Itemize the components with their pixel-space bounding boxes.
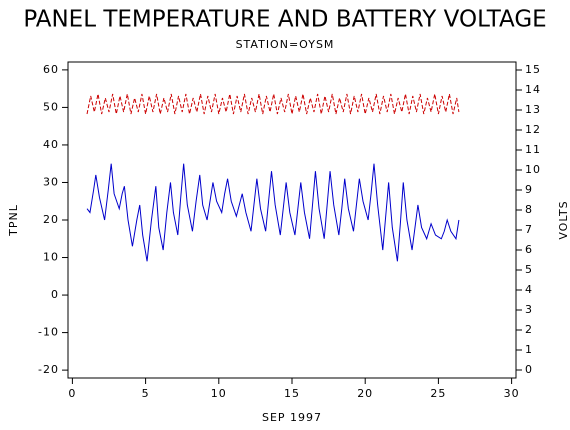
- x-tick-label: 5: [142, 387, 150, 400]
- y-axis-label: TPNL: [7, 204, 20, 237]
- y2-tick-label: 8: [525, 203, 533, 216]
- y2-tick-label: 9: [525, 183, 533, 196]
- chart-title: PANEL TEMPERATURE AND BATTERY VOLTAGE: [23, 7, 546, 33]
- y-tick-label: 30: [43, 175, 59, 188]
- chart-subtitle: STATION=OYSM: [236, 38, 335, 51]
- y2-tick-label: 7: [525, 223, 533, 236]
- y2-tick-label: 10: [525, 163, 541, 176]
- y-tick-label: -10: [38, 326, 59, 339]
- data-line: [86, 163, 460, 262]
- y2-tick-label: 11: [525, 143, 541, 156]
- y-tick-label: 10: [43, 251, 59, 264]
- x-tick-label: 25: [430, 387, 446, 400]
- y2-tick-label: 3: [525, 303, 533, 316]
- y-tick-label: 50: [43, 100, 59, 113]
- y-tick-label: 20: [43, 213, 59, 226]
- data-line: [86, 93, 460, 115]
- x-tick-label: 30: [504, 387, 520, 400]
- y2-tick-label: 12: [525, 123, 541, 136]
- x-tick-label: 0: [68, 387, 76, 400]
- y2-axis-label: VOLTS: [557, 200, 570, 239]
- y2-tick-label: 4: [525, 283, 533, 296]
- y-tick-label: -20: [38, 363, 59, 376]
- y2-tick-label: 6: [525, 243, 533, 256]
- x-axis-label: SEP 1997: [262, 411, 322, 424]
- y2-tick-label: 2: [525, 323, 533, 336]
- y2-tick-label: 13: [525, 103, 541, 116]
- x-tick-label: 10: [211, 387, 227, 400]
- y2-tick-label: 5: [525, 263, 533, 276]
- y2-tick-label: 15: [525, 63, 541, 76]
- y2-tick-label: 14: [525, 83, 541, 96]
- y-tick-label: 0: [51, 288, 59, 301]
- x-tick-label: 15: [284, 387, 300, 400]
- y-tick-label: 40: [43, 138, 59, 151]
- y-tick-label: 60: [43, 63, 59, 76]
- x-tick-label: 20: [357, 387, 373, 400]
- y2-tick-label: 0: [525, 363, 533, 376]
- y2-tick-label: 1: [525, 343, 533, 356]
